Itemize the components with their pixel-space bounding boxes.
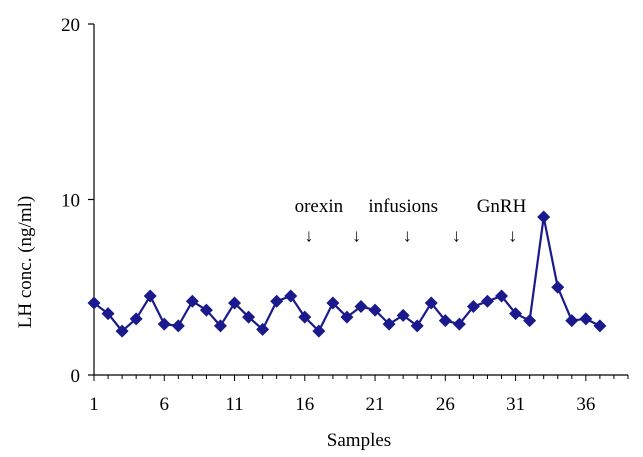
down-arrow-icon: ↓: [508, 226, 517, 246]
data-point-marker: [171, 319, 185, 333]
data-point-marker: [579, 312, 593, 326]
data-point-marker: [199, 303, 213, 317]
y-ticks: 0 10 20: [61, 15, 94, 387]
x-tick-label: 36: [576, 394, 595, 415]
data-point-marker: [312, 324, 326, 338]
data-point-marker: [424, 296, 438, 310]
data-point-marker: [284, 289, 298, 303]
data-point-marker: [565, 314, 579, 328]
data-point-marker: [382, 317, 396, 331]
data-point-marker: [593, 319, 607, 333]
annotation-label: GnRH: [477, 196, 527, 217]
data-point-marker: [368, 303, 382, 317]
data-point-marker: [129, 312, 143, 326]
x-tick-label: 26: [436, 394, 455, 415]
data-point-marker: [157, 317, 171, 331]
data-point-marker: [509, 307, 523, 321]
data-point-marker: [495, 289, 509, 303]
data-point-marker: [396, 308, 410, 322]
data-point-marker: [551, 280, 565, 294]
x-tick-label: 6: [160, 394, 170, 415]
down-arrow-icon: ↓: [403, 226, 412, 246]
data-point-marker: [298, 310, 312, 324]
data-point-marker: [185, 294, 199, 308]
data-point-marker: [537, 210, 551, 224]
down-arrow-icon: ↓: [352, 226, 361, 246]
data-point-marker: [354, 300, 368, 314]
data-point-marker: [326, 296, 340, 310]
x-tick-label: 21: [366, 394, 385, 415]
data-point-marker: [438, 314, 452, 328]
data-point-marker: [242, 310, 256, 324]
annotations: orexin infusions GnRH ↓ ↓ ↓ ↓ ↓: [295, 196, 527, 246]
data-point-marker: [143, 289, 157, 303]
down-arrow-icon: ↓: [452, 226, 461, 246]
data-point-marker: [101, 307, 115, 321]
y-tick-label: 20: [61, 15, 80, 36]
y-tick-label: 0: [71, 366, 81, 387]
data-point-marker: [410, 319, 424, 333]
down-arrow-icon: ↓: [305, 226, 314, 246]
x-tick-label: 16: [295, 394, 314, 415]
y-tick-label: 10: [61, 191, 80, 212]
x-tick-label: 11: [225, 394, 243, 415]
annotation-label: infusions: [368, 196, 438, 217]
data-point-marker: [466, 300, 480, 314]
series-group: [87, 210, 607, 338]
data-point-marker: [452, 317, 466, 331]
data-point-marker: [256, 322, 270, 336]
data-point-marker: [115, 324, 129, 338]
annotation-label: orexin: [295, 196, 344, 217]
axes: [93, 24, 628, 376]
data-point-marker: [213, 319, 227, 333]
data-point-marker: [340, 310, 354, 324]
data-point-marker: [228, 296, 242, 310]
x-ticks: 1 6 11 16 21 26 31 36: [89, 375, 629, 415]
x-tick-label: 1: [89, 394, 99, 415]
y-axis-label: LH conc. (ng/ml): [15, 196, 36, 328]
data-point-marker: [270, 294, 284, 308]
data-point-marker: [87, 296, 101, 310]
x-axis-label: Samples: [327, 430, 391, 451]
data-point-marker: [480, 294, 494, 308]
x-tick-label: 31: [506, 394, 525, 415]
data-point-marker: [523, 314, 537, 328]
